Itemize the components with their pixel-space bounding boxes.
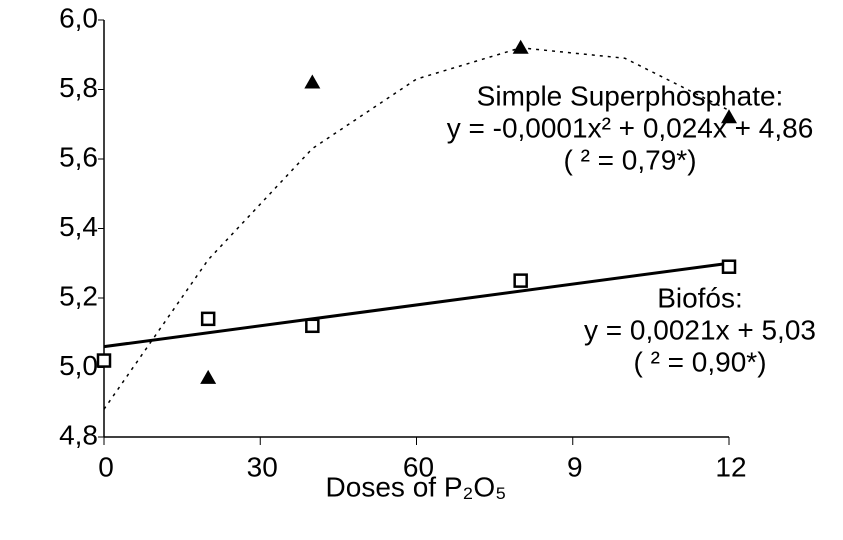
square-marker	[200, 311, 216, 327]
y-tick-label: 5,4	[59, 211, 98, 242]
square-marker	[513, 273, 528, 288]
y-tick-label: 5,6	[59, 141, 98, 172]
x-tick-label: 12	[715, 451, 746, 482]
y-tick-label: 6,0	[59, 2, 98, 33]
square-marker	[721, 259, 737, 274]
x-tick-label: 30	[247, 451, 278, 482]
trend-line	[103, 47, 730, 410]
annotation: y = 0,0021x + 5,03	[584, 314, 816, 345]
y-tick-label: 5,0	[59, 350, 98, 381]
triangle-marker	[304, 74, 321, 89]
annotation: ( ² = 0,79*)	[563, 144, 696, 175]
triangle-marker	[200, 369, 217, 384]
triangle-marker	[721, 109, 737, 124]
annotation: ( ² = 0,90*)	[633, 346, 766, 377]
y-tick-label: 5,2	[59, 280, 98, 311]
x-axis-label: Doses of P₂O₅	[326, 471, 507, 502]
x-tick-label: 9	[567, 451, 583, 482]
annotation: Simple Superphosphate:	[477, 80, 784, 111]
annotation: y = -0,0001x² + 0,024x + 4,86	[447, 112, 814, 143]
square-marker	[96, 353, 112, 368]
y-tick-label: 5,8	[59, 72, 98, 103]
x-tick-label: 60	[403, 451, 434, 482]
triangle-marker	[512, 39, 529, 54]
x-tick-label: 0	[98, 451, 114, 482]
annotation: Biofós:	[657, 282, 743, 313]
trend-line	[103, 261, 730, 349]
y-tick-label: 4,8	[59, 419, 98, 450]
square-marker	[305, 318, 320, 334]
